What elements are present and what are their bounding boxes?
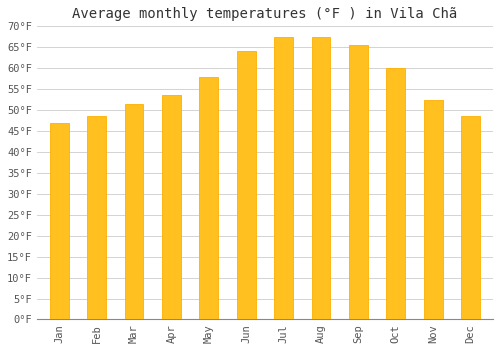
Bar [349,45,368,320]
Bar [200,77,218,320]
Bar [124,104,144,320]
Bar [50,122,68,320]
Bar [88,116,106,320]
Bar [462,116,480,320]
Bar [274,37,293,320]
Bar [424,99,442,320]
Title: Average monthly temperatures (°F ) in Vila Chã: Average monthly temperatures (°F ) in Vi… [72,7,458,21]
Bar [162,96,181,320]
Bar [237,51,256,320]
Bar [386,68,405,320]
Bar [312,37,330,320]
